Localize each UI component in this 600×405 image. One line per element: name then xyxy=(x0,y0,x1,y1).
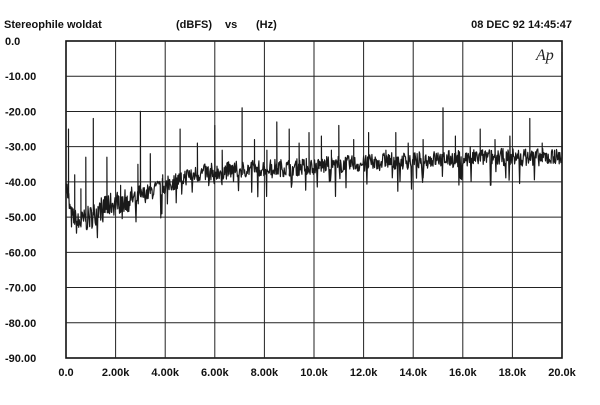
x-tick-label: 2.00k xyxy=(102,367,130,379)
x-tick-label: 20.0k xyxy=(548,367,576,379)
y-axis-tick-labels: 0.0 -10.00 -20.00 -30.00 -40.00 -50.00 -60.00 -… xyxy=(5,36,36,365)
x-tick-label: 18.0k xyxy=(499,367,527,379)
header-vs: vs xyxy=(225,19,237,31)
header-date: 08 DEC 92 14:45:47 xyxy=(471,19,572,31)
y-tick-label: -50.00 xyxy=(5,212,36,224)
chart-header: Stereophile woldat (dBFS) vs (Hz) 08 DEC… xyxy=(4,19,572,31)
x-tick-label: 8.00k xyxy=(251,367,279,379)
grid xyxy=(66,41,562,358)
y-tick-label: -40.00 xyxy=(5,177,36,189)
x-tick-label: 0.0 xyxy=(58,367,73,379)
ap-logo: Ap xyxy=(535,47,554,64)
series-line xyxy=(65,51,563,239)
y-tick-label: 0.0 xyxy=(5,36,20,48)
x-tick-label: 6.00k xyxy=(201,367,229,379)
header-y-unit: (dBFS) xyxy=(176,19,212,31)
x-tick-label: 16.0k xyxy=(449,367,477,379)
y-tick-label: -20.00 xyxy=(5,106,36,118)
y-tick-label: -10.00 xyxy=(5,71,36,83)
x-tick-label: 4.00k xyxy=(151,367,179,379)
header-title: Stereophile woldat xyxy=(4,19,102,31)
y-tick-label: -80.00 xyxy=(5,318,36,330)
header-x-unit: (Hz) xyxy=(256,19,277,31)
x-axis-tick-labels: 0.0 2.00k 4.00k 6.00k 8.00k 10.0k 12.0k 14.0k 16… xyxy=(58,367,576,379)
y-tick-label: -60.00 xyxy=(5,247,36,259)
y-tick-label: -90.00 xyxy=(5,353,36,365)
x-tick-label: 14.0k xyxy=(399,367,427,379)
y-tick-label: -30.00 xyxy=(5,142,36,154)
x-tick-label: 12.0k xyxy=(350,367,378,379)
x-tick-label: 10.0k xyxy=(300,367,328,379)
y-tick-label: -70.00 xyxy=(5,283,36,295)
